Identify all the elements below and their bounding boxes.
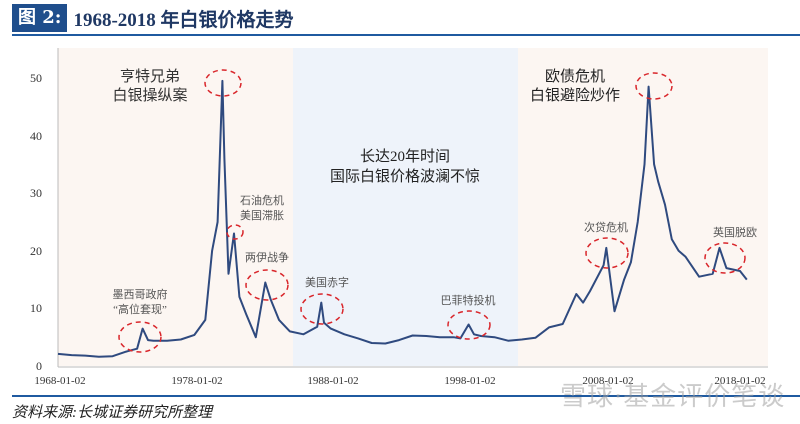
- annotation-deficit: 美国赤字: [305, 275, 349, 289]
- x-tick-2018: 2018-01-02: [714, 375, 765, 387]
- circle-buffett: [447, 310, 491, 340]
- annotation-iran: 两伊战争: [245, 250, 289, 264]
- band-pink-left: [58, 48, 293, 366]
- circle-oil: [226, 224, 244, 240]
- annotation-calm-line1: 长达20年时间: [360, 148, 450, 165]
- circle-iran: [245, 269, 289, 301]
- circle-hunt: [204, 69, 242, 97]
- annotation-calm-line2: 国际白银价格波澜不惊: [330, 168, 480, 185]
- annotation-circles: [118, 69, 746, 353]
- watermark: 雪球·基金评价笔谈: [560, 382, 786, 412]
- annotation-oil-line1: 石油危机: [240, 193, 284, 207]
- circle-mexico: [118, 321, 162, 353]
- x-tick-1978: 1978-01-02: [171, 375, 222, 387]
- band-blue-middle: [293, 48, 518, 366]
- x-tick-2008: 2008-01-02: [582, 375, 633, 387]
- annotation-brexit: 英国脱欧: [713, 225, 757, 239]
- title-rule: [12, 34, 800, 36]
- band-pink-right: [518, 48, 768, 366]
- x-tick-labels: 1968-01-02 1978-01-02 1988-01-02 1998-01…: [34, 375, 765, 387]
- y-tick-50: 50: [30, 71, 42, 85]
- y-tick-0: 0: [36, 359, 42, 373]
- figure-label: 图 2:: [12, 4, 68, 32]
- y-tick-40: 40: [30, 129, 42, 143]
- y-tick-labels: 0 10 20 30 40 50: [30, 71, 42, 373]
- circle-subprime: [585, 237, 629, 269]
- silver-price-line: [57, 79, 748, 358]
- footer-rule: [12, 395, 800, 397]
- annotation-mexico-line2: “高位套现”: [113, 302, 167, 316]
- annotation-oil-line2: 美国滞胀: [240, 209, 284, 222]
- annotation-buffett: 巴菲特投机: [441, 293, 496, 307]
- annotation-hunt-line2: 白银操纵案: [112, 86, 187, 104]
- figure-title: 1968-2018 年白银价格走势: [73, 9, 294, 31]
- annotation-hunt-line1: 亨特兄弟: [120, 68, 180, 85]
- figure-title-bar: 图 2: 1968-2018 年白银价格走势: [12, 4, 294, 32]
- circle-brexit: [704, 242, 746, 274]
- annotation-euro-line1: 欧债危机: [545, 68, 605, 85]
- y-tick-30: 30: [30, 186, 42, 200]
- y-tick-20: 20: [30, 244, 42, 258]
- annotation-euro-line2: 白银避险炒作: [530, 87, 620, 104]
- x-tick-1968: 1968-01-02: [34, 375, 85, 387]
- source-note: 资料来源:长城证券研究所整理: [12, 405, 212, 421]
- circle-euro: [635, 72, 673, 100]
- y-tick-10: 10: [30, 301, 42, 315]
- circle-deficit: [300, 293, 344, 325]
- annotation-labels: 亨特兄弟 白银操纵案 石油危机 美国滞胀 墨西哥政府 “高位套现” 两伊战争 美…: [112, 68, 757, 316]
- annotation-mexico-line1: 墨西哥政府: [113, 287, 168, 301]
- annotation-subprime: 次贷危机: [584, 220, 628, 234]
- x-tick-1988: 1988-01-02: [307, 375, 358, 387]
- x-tick-1998: 1998-01-02: [444, 375, 495, 387]
